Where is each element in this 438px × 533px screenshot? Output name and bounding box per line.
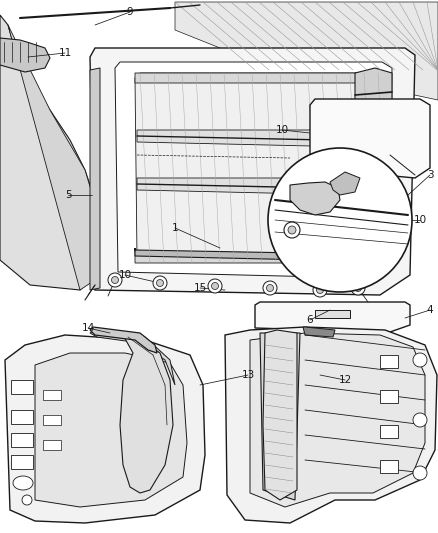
Polygon shape	[5, 335, 205, 523]
Circle shape	[156, 279, 163, 287]
Text: 5: 5	[65, 190, 71, 200]
Circle shape	[108, 273, 122, 287]
Circle shape	[208, 279, 222, 293]
Polygon shape	[135, 73, 374, 83]
Text: 10: 10	[118, 270, 131, 280]
Text: 12: 12	[339, 375, 352, 385]
Polygon shape	[263, 330, 297, 500]
Circle shape	[313, 283, 327, 297]
Text: 3: 3	[427, 170, 433, 180]
Circle shape	[153, 276, 167, 290]
Polygon shape	[250, 333, 425, 507]
Polygon shape	[290, 182, 340, 215]
Circle shape	[266, 285, 273, 292]
Polygon shape	[310, 99, 430, 178]
Circle shape	[379, 215, 385, 221]
Circle shape	[268, 148, 412, 292]
Polygon shape	[90, 68, 100, 290]
Polygon shape	[8, 25, 105, 290]
Text: 1: 1	[172, 223, 178, 233]
Circle shape	[317, 287, 324, 294]
Bar	[380, 425, 398, 438]
Polygon shape	[330, 172, 360, 195]
Bar	[11, 380, 33, 394]
Text: 14: 14	[81, 323, 95, 333]
Text: 9: 9	[127, 7, 133, 17]
Bar	[43, 440, 61, 450]
Circle shape	[376, 212, 388, 224]
Bar	[11, 455, 33, 469]
Circle shape	[112, 277, 119, 284]
Bar	[315, 310, 350, 318]
Polygon shape	[303, 327, 335, 337]
Polygon shape	[260, 333, 300, 500]
Circle shape	[351, 281, 365, 295]
Bar	[11, 410, 33, 424]
Polygon shape	[135, 242, 373, 261]
Bar	[43, 415, 61, 425]
Bar	[43, 390, 61, 400]
Circle shape	[354, 285, 361, 292]
Text: 11: 11	[58, 48, 72, 58]
Polygon shape	[137, 124, 373, 147]
Circle shape	[413, 413, 427, 427]
Circle shape	[263, 281, 277, 295]
Bar	[380, 390, 398, 403]
Polygon shape	[35, 353, 187, 507]
Text: 15: 15	[193, 283, 207, 293]
Bar	[380, 355, 398, 368]
Circle shape	[413, 353, 427, 367]
Polygon shape	[0, 38, 50, 72]
Circle shape	[212, 282, 219, 289]
Text: 13: 13	[241, 370, 254, 380]
Ellipse shape	[13, 476, 33, 490]
Text: 10: 10	[276, 125, 289, 135]
Polygon shape	[90, 48, 415, 295]
Polygon shape	[90, 327, 157, 353]
Polygon shape	[135, 240, 373, 263]
Polygon shape	[90, 330, 175, 385]
Polygon shape	[255, 302, 410, 332]
Circle shape	[284, 222, 300, 238]
Bar	[380, 460, 398, 473]
Polygon shape	[0, 15, 105, 290]
Text: 6: 6	[307, 315, 313, 325]
Polygon shape	[120, 335, 173, 493]
Polygon shape	[225, 327, 437, 523]
Bar	[11, 433, 33, 447]
Polygon shape	[355, 68, 392, 130]
Text: 10: 10	[413, 130, 427, 140]
Polygon shape	[115, 62, 392, 278]
Polygon shape	[135, 73, 374, 263]
Text: 4: 4	[427, 305, 433, 315]
Circle shape	[22, 495, 32, 505]
Polygon shape	[175, 2, 438, 100]
Polygon shape	[137, 171, 373, 195]
Circle shape	[288, 226, 296, 234]
Circle shape	[413, 466, 427, 480]
Text: 10: 10	[413, 215, 427, 225]
